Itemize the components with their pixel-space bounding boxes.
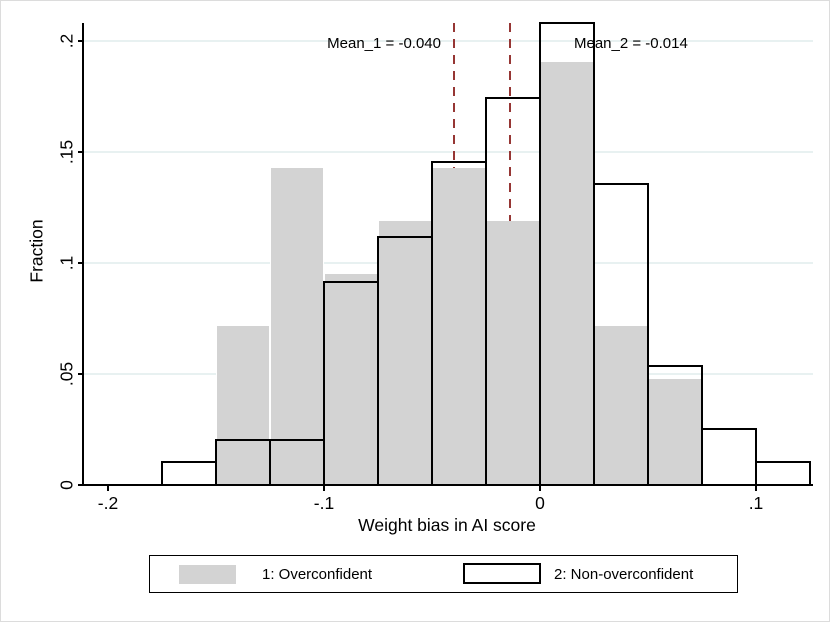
histogram-bar-non-overconfident <box>269 438 325 486</box>
y-tick <box>78 484 84 486</box>
mean-2-annotation: Mean_2 = -0.014 <box>574 35 688 52</box>
histogram-bar-overconfident <box>216 326 270 486</box>
histogram-bar-overconfident <box>432 167 486 486</box>
histogram-bar-overconfident <box>540 62 594 486</box>
histogram-bar-overconfident <box>594 326 648 486</box>
x-axis-line <box>82 484 813 486</box>
y-tick <box>78 262 84 264</box>
x-tick-label: 0 <box>535 493 545 513</box>
y-axis-title: Fraction <box>26 219 47 283</box>
x-tick <box>323 486 325 491</box>
y-tick-label: .1 <box>56 255 77 271</box>
histogram-bar-non-overconfident <box>323 280 379 486</box>
y-tick <box>78 151 84 153</box>
histogram-bar-non-overconfident <box>539 22 595 486</box>
x-axis-title: Weight bias in AI score <box>358 515 536 535</box>
histogram-bar-overconfident <box>486 220 540 486</box>
legend-swatch-overconfident <box>179 565 236 584</box>
mean-dashed-line <box>508 23 511 221</box>
x-tick-label: .1 <box>748 493 764 513</box>
mean-1-annotation: Mean_1 = -0.040 <box>327 35 441 52</box>
histogram-bar-overconfident <box>270 167 324 486</box>
histogram-bar-non-overconfident <box>161 460 217 486</box>
x-tick <box>539 486 541 491</box>
y-gridline <box>84 40 813 42</box>
y-tick <box>78 40 84 42</box>
y-axis-line <box>82 23 84 486</box>
histogram-bar-non-overconfident <box>215 438 271 486</box>
histogram-bar-non-overconfident <box>701 428 757 486</box>
legend-swatch-non-overconfident <box>463 563 541 584</box>
y-tick-label: .05 <box>56 361 77 387</box>
legend-label-overconfident: 1: Overconfident <box>262 565 373 583</box>
x-tick-label: -.1 <box>313 493 335 513</box>
x-tick <box>755 486 757 491</box>
x-tick-label: -.2 <box>97 493 119 513</box>
y-tick <box>78 373 84 375</box>
legend-label-non-overconfident: 2: Non-overconfident <box>554 565 694 583</box>
histogram-bar-non-overconfident <box>377 236 433 486</box>
y-gridline <box>84 151 813 153</box>
histogram-bar-non-overconfident <box>755 460 811 486</box>
histogram-bar-non-overconfident <box>431 160 487 486</box>
y-tick-label: 0 <box>56 480 77 490</box>
histogram-bar-non-overconfident <box>485 97 541 486</box>
histogram-bar-non-overconfident <box>593 182 649 486</box>
x-tick <box>107 486 109 491</box>
y-tick-label: .2 <box>56 33 77 49</box>
legend: 1: Overconfident 2: Non-overconfident <box>149 555 738 593</box>
histogram-bar-non-overconfident <box>647 365 703 486</box>
y-tick-label: .15 <box>56 139 77 165</box>
mean-dashed-line <box>452 23 455 168</box>
